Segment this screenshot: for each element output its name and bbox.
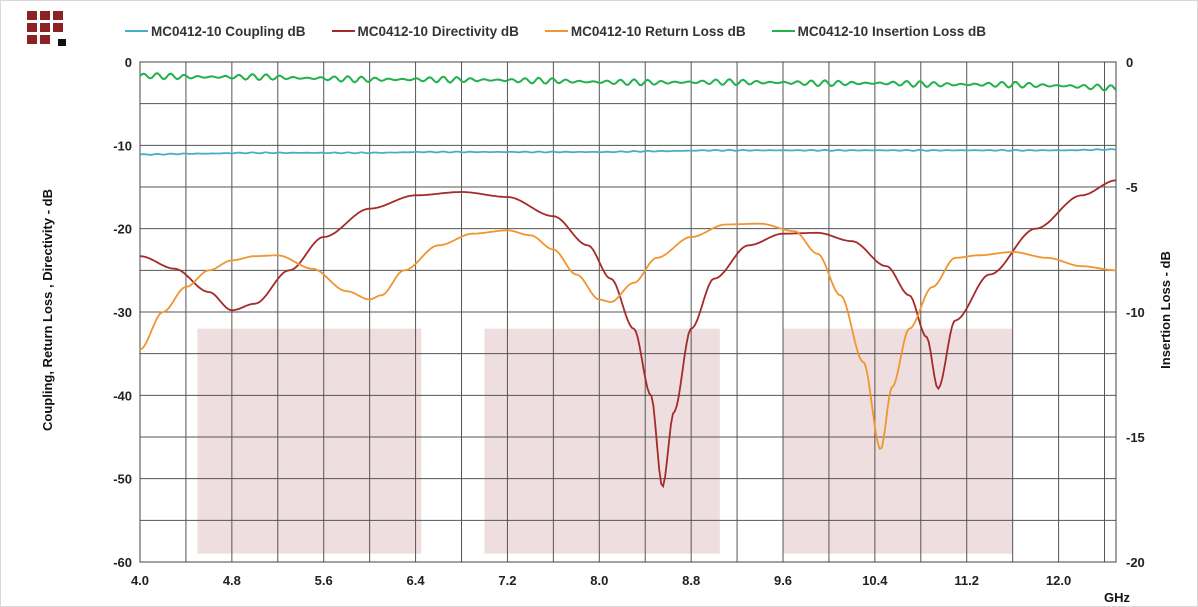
series-line [139,179,1117,489]
x-tick-label: 4.0 [131,573,149,588]
series-line [139,222,1116,451]
y-tick-left-label: -20 [113,222,132,237]
legend-label: MC0412-10 Insertion Loss dB [797,23,986,39]
y-tick-left-label: 0 [125,55,132,70]
y-tick-left-label: -30 [113,305,132,320]
legend-item: MC0412-10 Coupling dB [125,24,306,39]
highlight-bands [197,328,1013,554]
x-tick-label: 11.2 [954,573,979,588]
legend-label: MC0412-10 Coupling dB [151,23,306,39]
highlight-band [484,328,720,554]
y-tick-right-label: -15 [1126,430,1145,445]
x-tick-label: 8.8 [682,573,700,588]
y-tick-right-label: 0 [1126,55,1133,70]
y-tick-left-label: -60 [113,555,132,570]
legend-item: MC0412-10 Insertion Loss dB [771,23,986,39]
tick-labels: 4.0 4.8 5.6 6.4 7.2 8.0 8.8 9.6 10.4 11.2 12.0 0 -10… [113,55,1145,588]
series-line [139,148,1117,156]
legend-label: MC0412-10 Return Loss dB [570,23,746,39]
legend: MC0412-10 Coupling dB MC0412-10 Directivi… [125,20,1012,42]
x-tick-label: 7.2 [498,573,516,588]
legend-swatch [544,30,568,32]
y-tick-left-label: -50 [113,472,132,487]
legend-label: MC0412-10 Directivity dB [357,23,519,39]
x-tick-label: 8.0 [590,573,608,588]
y-tick-right-label: -10 [1126,305,1145,320]
highlight-band [783,328,1013,554]
grid-lines [139,61,1117,563]
legend-swatch [771,30,795,32]
x-tick-label: 5.6 [315,573,333,588]
plot-border [139,61,1117,563]
y-axis-right-label: Insertion Loss - dB [1158,251,1173,369]
legend-item: MC0412-10 Return Loss dB [544,23,746,39]
series-lines [139,72,1117,489]
y-tick-left-label: -40 [113,388,132,403]
logo [27,11,71,49]
x-axis-label: GHz [1104,590,1131,605]
x-tick-label: 4.8 [223,573,241,588]
legend-item: MC0412-10 Directivity dB [331,23,519,39]
y-tick-right-label: -5 [1126,180,1138,195]
x-tick-label: 10.4 [862,573,888,588]
x-tick-label: 9.6 [774,573,792,588]
legend-swatch [125,30,148,32]
legend-swatch [331,30,355,32]
series-line [139,72,1117,92]
x-tick-label: 12.0 [1046,573,1071,588]
y-axis-left-label: Coupling, Return Loss , Directivity - dB [40,189,55,431]
y-tick-right-label: -20 [1126,555,1145,570]
x-tick-label: 6.4 [407,573,426,588]
highlight-band [197,328,422,554]
y-tick-left-label: -10 [113,138,132,153]
